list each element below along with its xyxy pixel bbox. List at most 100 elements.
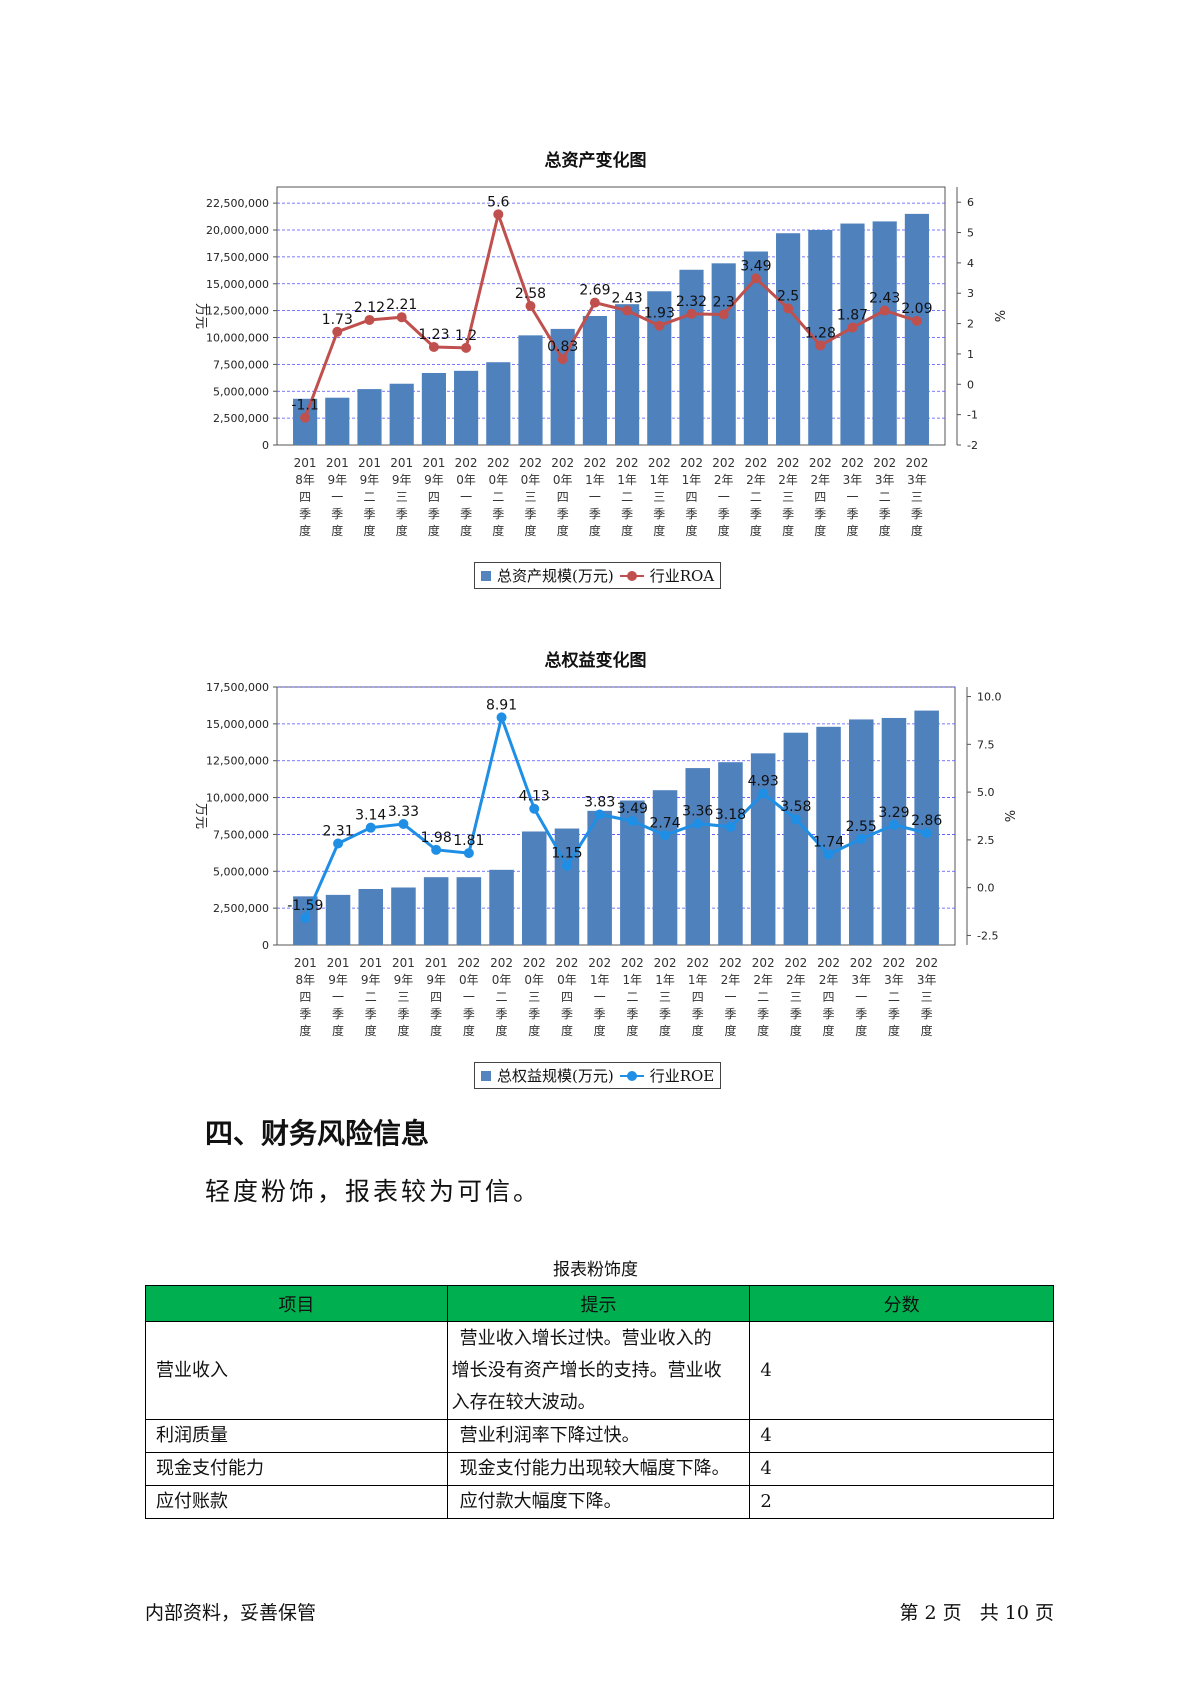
x-tick-label: 度 (561, 1023, 573, 1038)
line-point (750, 273, 761, 284)
data-label: 1.74 (813, 834, 844, 850)
header-hint: 提示 (446, 1285, 751, 1322)
bar (776, 233, 801, 445)
line-point (594, 809, 605, 820)
line-point (654, 320, 665, 331)
bar (423, 877, 449, 945)
x-tick-label: 季 (397, 1007, 409, 1021)
x-tick-label: 1年 (585, 473, 605, 487)
data-label: 3.33 (388, 804, 419, 820)
y-tick-label: 0 (262, 439, 269, 452)
x-tick-label: 度 (460, 523, 472, 538)
x-tick-label: 度 (299, 1023, 311, 1038)
x-tick-label: 季 (589, 507, 601, 521)
x-tick-label: 三 (921, 990, 933, 1004)
data-label: 2.43 (612, 291, 643, 307)
data-label: 1.23 (418, 327, 449, 343)
line-point (463, 848, 474, 859)
data-label: 2.3 (713, 294, 735, 310)
x-tick-label: 度 (757, 1023, 769, 1038)
hint-line: 增长没有资产增长的支持。营业收 (451, 1359, 722, 1381)
bar-legend-swatch (481, 570, 491, 581)
x-tick-label: 度 (299, 523, 311, 538)
bar (421, 372, 446, 445)
x-tick-label: 季 (823, 1007, 835, 1021)
line-point (496, 712, 507, 723)
y-tick-label: 17,500,000 (206, 251, 269, 264)
row-item: 应付账款 (145, 1485, 448, 1519)
chart-title-total-equity: 总权益变化图 (544, 651, 647, 671)
x-tick-label: 度 (659, 1023, 671, 1038)
bar (872, 221, 897, 445)
line-point (847, 322, 858, 333)
x-tick-label: 三 (528, 990, 540, 1004)
x-tick-label: 一 (855, 990, 867, 1004)
data-label: 1.28 (805, 325, 836, 341)
data-label: 2.21 (386, 297, 417, 313)
line-legend-swatch (619, 1070, 644, 1081)
data-label: 3.83 (584, 794, 615, 810)
data-label: 5.6 (487, 194, 509, 210)
x-tick-label: 1年 (688, 973, 708, 987)
x-tick-label: 四 (823, 990, 835, 1004)
y-tick-label: 12,500,000 (206, 755, 269, 768)
x-tick-label: 202 (551, 456, 574, 470)
y2-tick-label: 0 (967, 378, 974, 391)
line-point (823, 849, 834, 860)
line-point (627, 815, 638, 826)
x-tick-label: 1年 (649, 473, 669, 487)
x-tick-label: 度 (750, 523, 762, 538)
x-tick-label: 一 (594, 990, 606, 1004)
total-assets-chart: 02,500,0005,000,0007,500,00010,000,00012… (193, 186, 1006, 538)
hint-line: 现金支付能力出现较大幅度下降。 (459, 1458, 730, 1479)
x-tick-label: 四 (299, 990, 311, 1004)
data-label: 3.36 (682, 803, 713, 819)
x-tick-label: 季 (685, 507, 697, 521)
x-tick-label: 201 (359, 956, 382, 970)
y-tick-label: 7,500,000 (213, 358, 269, 371)
data-label: 2.32 (676, 294, 707, 310)
data-label: 2.55 (846, 819, 877, 835)
x-tick-label: 2年 (819, 973, 839, 987)
line-point (790, 814, 801, 825)
legend-label-roa: 行业ROA (649, 567, 715, 585)
x-tick-label: 季 (460, 507, 472, 521)
x-tick-label: 202 (523, 956, 546, 970)
data-label: 3.29 (878, 805, 909, 821)
x-tick-label: 3年 (907, 473, 927, 487)
row-item: 利润质量 (145, 1419, 448, 1453)
y-tick-label: 22,500,000 (206, 197, 269, 210)
x-tick-label: 度 (428, 523, 440, 538)
x-tick-label: 季 (692, 1007, 704, 1021)
bar (325, 397, 350, 445)
x-tick-label: 3年 (843, 473, 863, 487)
x-tick-label: 三 (911, 490, 923, 504)
y2-tick-label: 6 (967, 196, 974, 209)
chart-title-total-assets: 总资产变化图 (544, 151, 647, 171)
bar (357, 389, 382, 445)
table-row: 应付账款 应付款大幅度下降。 2 (145, 1485, 1054, 1519)
bar (718, 762, 743, 945)
data-label: 2.5 (777, 288, 799, 304)
x-tick-label: 四 (557, 490, 569, 504)
bar (391, 887, 416, 945)
line-point (431, 844, 442, 855)
y2-tick-label: 5 (967, 227, 974, 240)
x-tick-label: 度 (524, 523, 536, 538)
x-tick-label: 8年 (295, 473, 315, 487)
data-label: 2.43 (869, 291, 900, 307)
bar (587, 810, 612, 945)
x-tick-label: 9年 (328, 973, 348, 987)
bar (652, 790, 678, 945)
x-tick-label: 度 (782, 523, 794, 538)
x-tick-label: 季 (524, 507, 536, 521)
y-tick-label: 2,500,000 (213, 412, 269, 425)
x-tick-label: 一 (331, 490, 343, 504)
x-tick-label: 9年 (327, 473, 347, 487)
x-tick-label: 0年 (524, 973, 544, 987)
x-tick-label: 度 (718, 523, 730, 538)
bar (881, 717, 907, 945)
line-point (461, 342, 472, 353)
row-hint: 营业收入增长过快。营业收入的 增长没有资产增长的支持。营业收 入存在较大波动。 (446, 1321, 751, 1420)
x-tick-label: 202 (817, 956, 840, 970)
